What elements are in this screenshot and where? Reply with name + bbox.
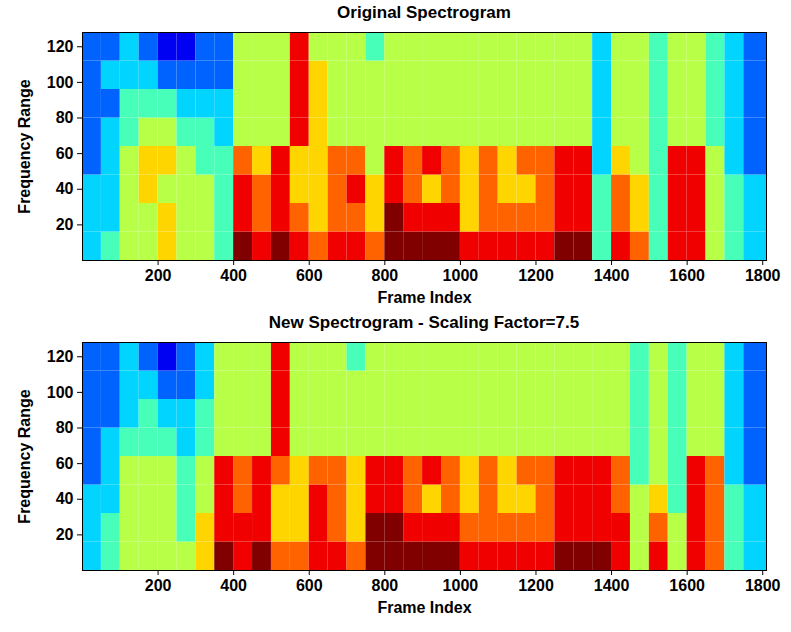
svg-text:1600: 1600 [669,267,705,284]
svg-text:60: 60 [56,145,74,162]
svg-text:20: 20 [56,216,74,233]
svg-text:1400: 1400 [594,577,630,594]
html-text:Original Spectrogram: Original Spectrogram [337,3,511,22]
html-text:New Spectrogram - Scaling Fact: New Spectrogram - Scaling Factor=7.5 [268,313,580,332]
svg-text:1600: 1600 [669,577,705,594]
svg-text:80: 80 [56,109,74,126]
svg-text:1800: 1800 [745,577,781,594]
svg-text:120: 120 [47,38,74,55]
svg-text:1200: 1200 [518,267,554,284]
svg-text:600: 600 [296,267,323,284]
svg-text:40: 40 [56,490,74,507]
svg-text:Frame Index: Frame Index [377,599,471,616]
svg-text:200: 200 [145,577,172,594]
svg-text:1000: 1000 [443,577,479,594]
svg-text:100: 100 [47,383,74,400]
svg-text:800: 800 [371,267,398,284]
svg-text:120: 120 [47,348,74,365]
svg-text:Frequency Range: Frequency Range [16,389,33,523]
svg-text:Frequency Range: Frequency Range [16,79,33,213]
svg-text:600: 600 [296,577,323,594]
svg-text:Frame Index: Frame Index [377,289,471,306]
svg-text:60: 60 [56,455,74,472]
svg-text:80: 80 [56,419,74,436]
svg-text:40: 40 [56,180,74,197]
svg-text:1400: 1400 [594,267,630,284]
svg-text:1800: 1800 [745,267,781,284]
svg-text:400: 400 [220,267,247,284]
svg-text:800: 800 [371,577,398,594]
svg-text:200: 200 [145,267,172,284]
svg-text:100: 100 [47,73,74,90]
svg-text:400: 400 [220,577,247,594]
svg-text:1200: 1200 [518,577,554,594]
svg-text:20: 20 [56,526,74,543]
svg-text:1000: 1000 [443,267,479,284]
